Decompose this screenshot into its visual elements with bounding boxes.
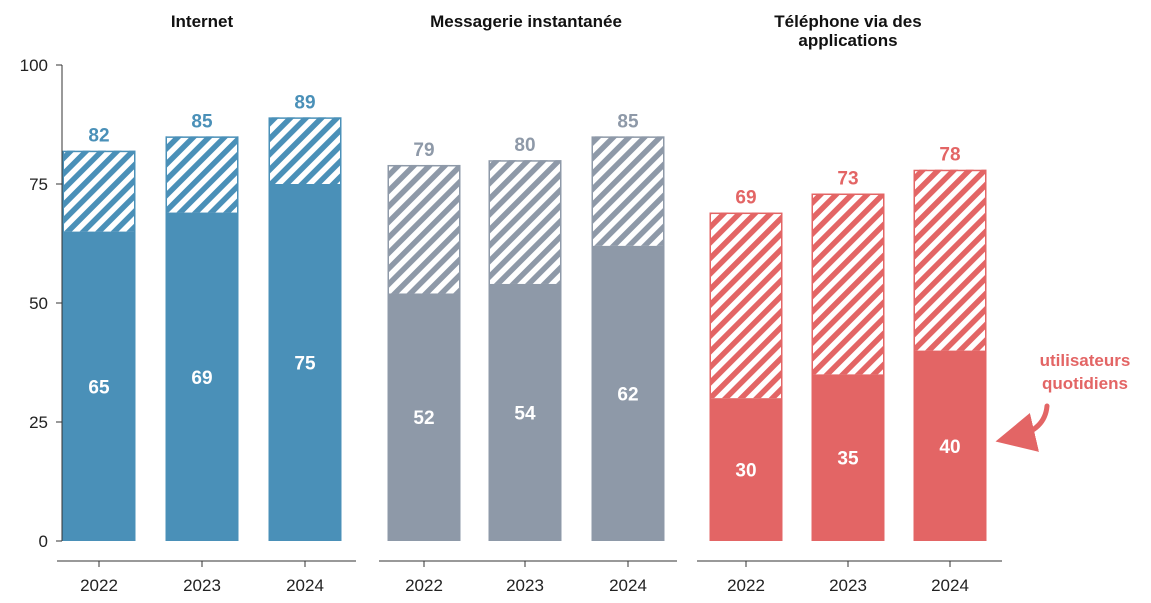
bar-total-label: 69 [735,188,756,209]
bar-outline [488,160,562,541]
annotation-arrow [995,403,1050,452]
bar-segment-hatched [268,117,342,184]
bar-segment-daily [591,245,665,541]
bar-daily-label: 35 [837,449,859,470]
panel-title: Messagerie instantanée [430,12,622,31]
bar-daily-label: 40 [939,437,960,458]
x-tick-label: 2023 [506,576,544,595]
panel-title: Téléphone via des [774,12,921,31]
bar-segment-hatched [709,212,783,399]
bar-daily-label: 69 [191,368,212,389]
x-tick-label: 2022 [727,576,765,595]
bar-daily-label: 62 [617,384,638,405]
bar-segment-hatched [811,193,885,375]
bar-total-label: 78 [939,145,960,166]
bar-total-label: 85 [191,111,213,132]
bar-outline [913,169,987,541]
bar-segment-hatched [165,136,239,213]
y-tick-label: 25 [29,413,48,432]
bar-daily-label: 54 [514,403,536,424]
bar-daily-label: 30 [735,461,756,482]
x-tick-label: 2022 [405,576,443,595]
bar-total-label: 73 [837,169,858,190]
y-tick-label: 50 [29,294,48,313]
bar-segment-daily [709,398,783,541]
x-tick-label: 2024 [286,576,324,595]
bar-segment-daily [913,350,987,541]
x-tick-label: 2024 [931,576,969,595]
bar-segment-daily [62,231,136,541]
bar-total-label: 80 [514,135,535,156]
bar-daily-label: 75 [294,354,316,375]
bar-outline [387,164,461,542]
bar-segment-daily [165,212,239,541]
bar-total-label: 82 [88,126,109,147]
y-tick-label: 75 [29,175,48,194]
bar-segment-hatched [913,169,987,351]
bar-daily-label: 65 [88,377,110,398]
bar-segment-hatched [591,136,665,246]
bar-outline [268,117,342,542]
bar-segment-daily [268,184,342,541]
bar-daily-label: 52 [413,408,434,429]
bar-segment-daily [488,283,562,541]
x-tick-label: 2023 [183,576,221,595]
x-tick-label: 2023 [829,576,867,595]
bar-total-label: 85 [617,111,639,132]
bar-outline [591,136,665,541]
annotation-label: utilisateurs [1040,351,1131,370]
bar-segment-daily [387,293,461,541]
bar-total-label: 89 [294,92,315,113]
bar-segment-hatched [387,164,461,294]
bar-segment-hatched [488,160,562,284]
bar-outline [811,193,885,542]
bar-segment-hatched [62,150,136,232]
x-tick-label: 2022 [80,576,118,595]
bar-segment-daily [811,374,885,541]
bar-outline [62,150,136,541]
bar-outline [709,212,783,541]
panel-title: Internet [171,12,234,31]
bar-outline [165,136,239,541]
x-tick-label: 2024 [609,576,647,595]
annotation-label: quotidiens [1042,374,1128,393]
panel-title: applications [798,31,897,50]
y-tick-label: 0 [39,532,48,551]
bar-total-label: 79 [413,140,434,161]
y-tick-label: 100 [20,56,48,75]
